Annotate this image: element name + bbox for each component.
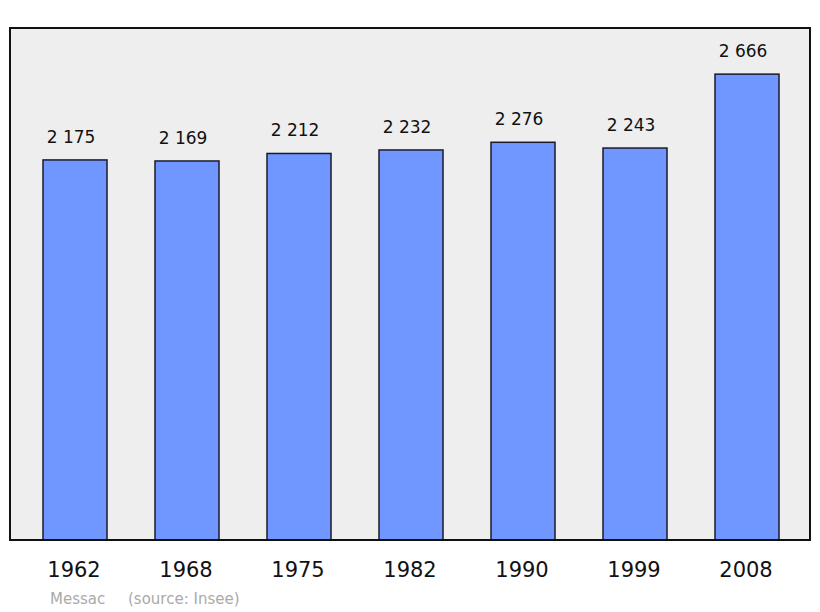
- data-label: 2 212: [271, 120, 320, 140]
- chart: 2 175 1962 2 169 1968 2 212 1975 2 232 1982 2 27…: [0, 0, 820, 612]
- subtitle: (source: Insee): [128, 590, 240, 608]
- data-label: 2 666: [719, 41, 768, 61]
- bar: [715, 74, 779, 540]
- data-label: 2 243: [607, 115, 656, 135]
- plot-background: [10, 28, 810, 540]
- bar: [491, 142, 555, 540]
- x-tick-label: 2008: [719, 558, 772, 582]
- bar: [155, 161, 219, 540]
- bar: [603, 148, 667, 540]
- x-tick-label: 1975: [271, 558, 324, 582]
- plot-frame: [10, 28, 810, 540]
- x-tick-label: 1968: [159, 558, 212, 582]
- x-tick-label: 1999: [607, 558, 660, 582]
- title: Messac: [50, 590, 105, 608]
- data-label: 2 175: [47, 127, 96, 147]
- bar: [379, 150, 443, 540]
- data-label: 2 276: [495, 109, 544, 129]
- x-tick-label: 1982: [383, 558, 436, 582]
- bar: [267, 153, 331, 540]
- data-label: 2 232: [383, 117, 432, 137]
- x-tick-label: 1990: [495, 558, 548, 582]
- bar: [43, 160, 107, 540]
- x-tick-label: 1962: [47, 558, 100, 582]
- bars: [43, 74, 779, 540]
- data-label: 2 169: [159, 128, 208, 148]
